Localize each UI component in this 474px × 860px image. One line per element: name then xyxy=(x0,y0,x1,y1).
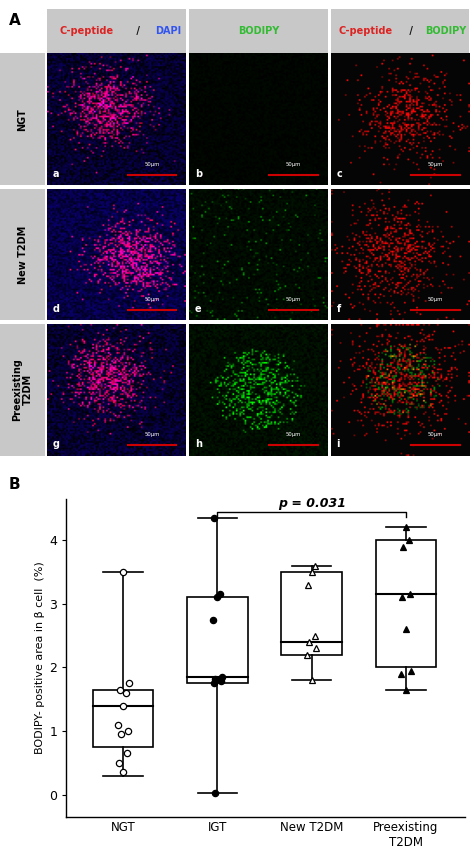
Text: i: i xyxy=(337,439,340,449)
Text: g: g xyxy=(53,439,60,449)
Text: 50μm: 50μm xyxy=(286,433,301,438)
Text: f: f xyxy=(337,304,341,314)
Text: C-peptide: C-peptide xyxy=(338,26,392,36)
Text: 50μm: 50μm xyxy=(144,433,160,438)
Text: New T2DM: New T2DM xyxy=(18,225,27,284)
Text: BODIPY: BODIPY xyxy=(237,26,279,36)
Text: 50μm: 50μm xyxy=(144,297,160,302)
Text: h: h xyxy=(195,439,201,449)
Text: 50μm: 50μm xyxy=(428,162,443,167)
Text: Preexisting
T2DM: Preexisting T2DM xyxy=(12,359,33,421)
Text: /: / xyxy=(133,26,143,36)
Text: a: a xyxy=(53,169,59,179)
Bar xyxy=(376,540,436,667)
Text: e: e xyxy=(195,304,201,314)
Bar xyxy=(93,690,153,747)
Text: B: B xyxy=(9,477,20,492)
Text: 50μm: 50μm xyxy=(428,433,443,438)
Text: 50μm: 50μm xyxy=(286,162,301,167)
Bar xyxy=(282,572,342,654)
Text: A: A xyxy=(9,13,20,28)
Text: 50μm: 50μm xyxy=(144,162,160,167)
Text: C-peptide: C-peptide xyxy=(59,26,113,36)
Text: BODIPY: BODIPY xyxy=(426,26,467,36)
Bar xyxy=(187,598,247,684)
Text: 50μm: 50μm xyxy=(286,297,301,302)
Y-axis label: BODIPY- positive area in β cell  (%): BODIPY- positive area in β cell (%) xyxy=(35,562,45,754)
Text: 50μm: 50μm xyxy=(428,297,443,302)
Text: c: c xyxy=(337,169,342,179)
Text: d: d xyxy=(53,304,60,314)
Text: /: / xyxy=(407,26,417,36)
Text: NGT: NGT xyxy=(18,108,27,131)
Text: b: b xyxy=(195,169,202,179)
Text: p = 0.031: p = 0.031 xyxy=(278,496,346,510)
Text: DAPI: DAPI xyxy=(155,26,182,36)
